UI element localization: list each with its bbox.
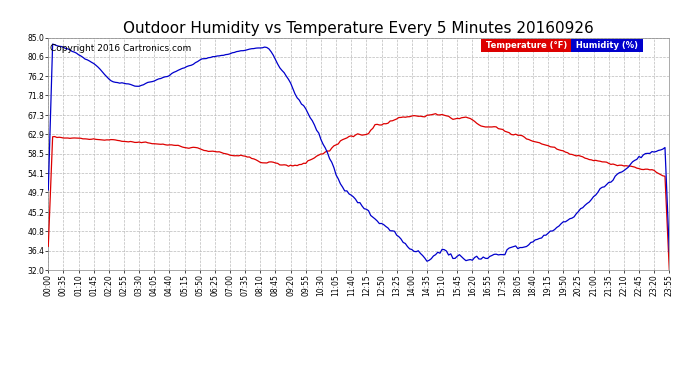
Text: Copyright 2016 Cartronics.com: Copyright 2016 Cartronics.com bbox=[50, 45, 191, 54]
Text: Humidity (%): Humidity (%) bbox=[573, 41, 641, 50]
Title: Outdoor Humidity vs Temperature Every 5 Minutes 20160926: Outdoor Humidity vs Temperature Every 5 … bbox=[124, 21, 594, 36]
Text: Temperature (°F): Temperature (°F) bbox=[483, 41, 570, 50]
